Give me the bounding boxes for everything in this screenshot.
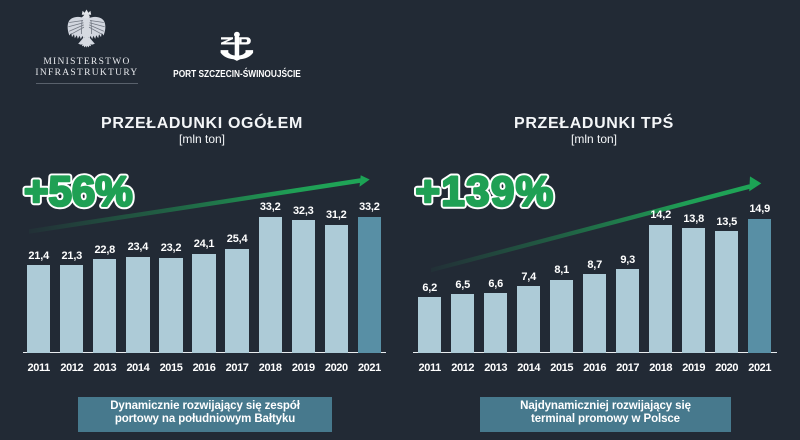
svg-text:+139%: +139% bbox=[416, 168, 555, 215]
svg-text:+139%: +139% bbox=[416, 168, 555, 215]
svg-text:+56%: +56% bbox=[24, 168, 133, 215]
svg-text:+56%: +56% bbox=[24, 168, 133, 215]
